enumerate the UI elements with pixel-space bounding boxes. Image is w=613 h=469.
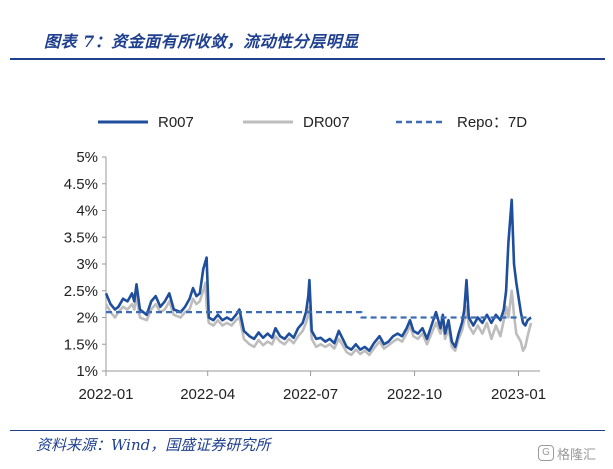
y-tick-label: 2% [76, 310, 98, 327]
series-line-repo-7d [106, 311, 531, 319]
watermark: G 格隆汇 [538, 442, 608, 464]
watermark-logo-icon: G [538, 445, 554, 461]
chart-legend: R007 DR007 Repo：7D [98, 114, 527, 131]
chart-axes: 1% 1.5% 2% 2.5% 3% 3.5% 4% 4.5% 5% 2022-01 2022-04… [64, 149, 546, 403]
watermark-text: 格隆汇 [557, 446, 597, 462]
legend-label: Repo：7D [457, 114, 527, 131]
x-tick-label: 2022-10 [387, 386, 442, 403]
y-tick-label: 3% [76, 256, 98, 273]
x-tick-label: 2022-01 [78, 386, 133, 403]
legend-label: R007 [158, 114, 194, 131]
footer-divider [10, 430, 605, 431]
y-tick-label: 4% [76, 203, 98, 220]
title-bar: 图表 7：资金面有所收敛，流动性分层明显 [10, 22, 605, 60]
x-tick-label: 2023-01 [491, 386, 546, 403]
y-tick-label: 4.5% [64, 176, 98, 193]
y-tick-label: 5% [76, 149, 98, 166]
chart-series [104, 198, 533, 357]
page-title: 图表 7：资金面有所收敛，流动性分层明显 [44, 32, 359, 51]
y-tick-label: 1.5% [64, 336, 98, 353]
y-tick-label: 1% [76, 363, 98, 380]
legend-label: DR007 [303, 114, 350, 131]
x-tick-label: 2022-04 [180, 386, 235, 403]
series-line-dr007 [104, 281, 533, 357]
x-tick-label: 2022-07 [283, 386, 338, 403]
series-line-r007 [104, 198, 532, 352]
y-tick-label: 2.5% [64, 283, 98, 300]
y-tick-label: 3.5% [64, 229, 98, 246]
source-note: 资料来源：Wind，国盛证券研究所 [36, 436, 271, 454]
